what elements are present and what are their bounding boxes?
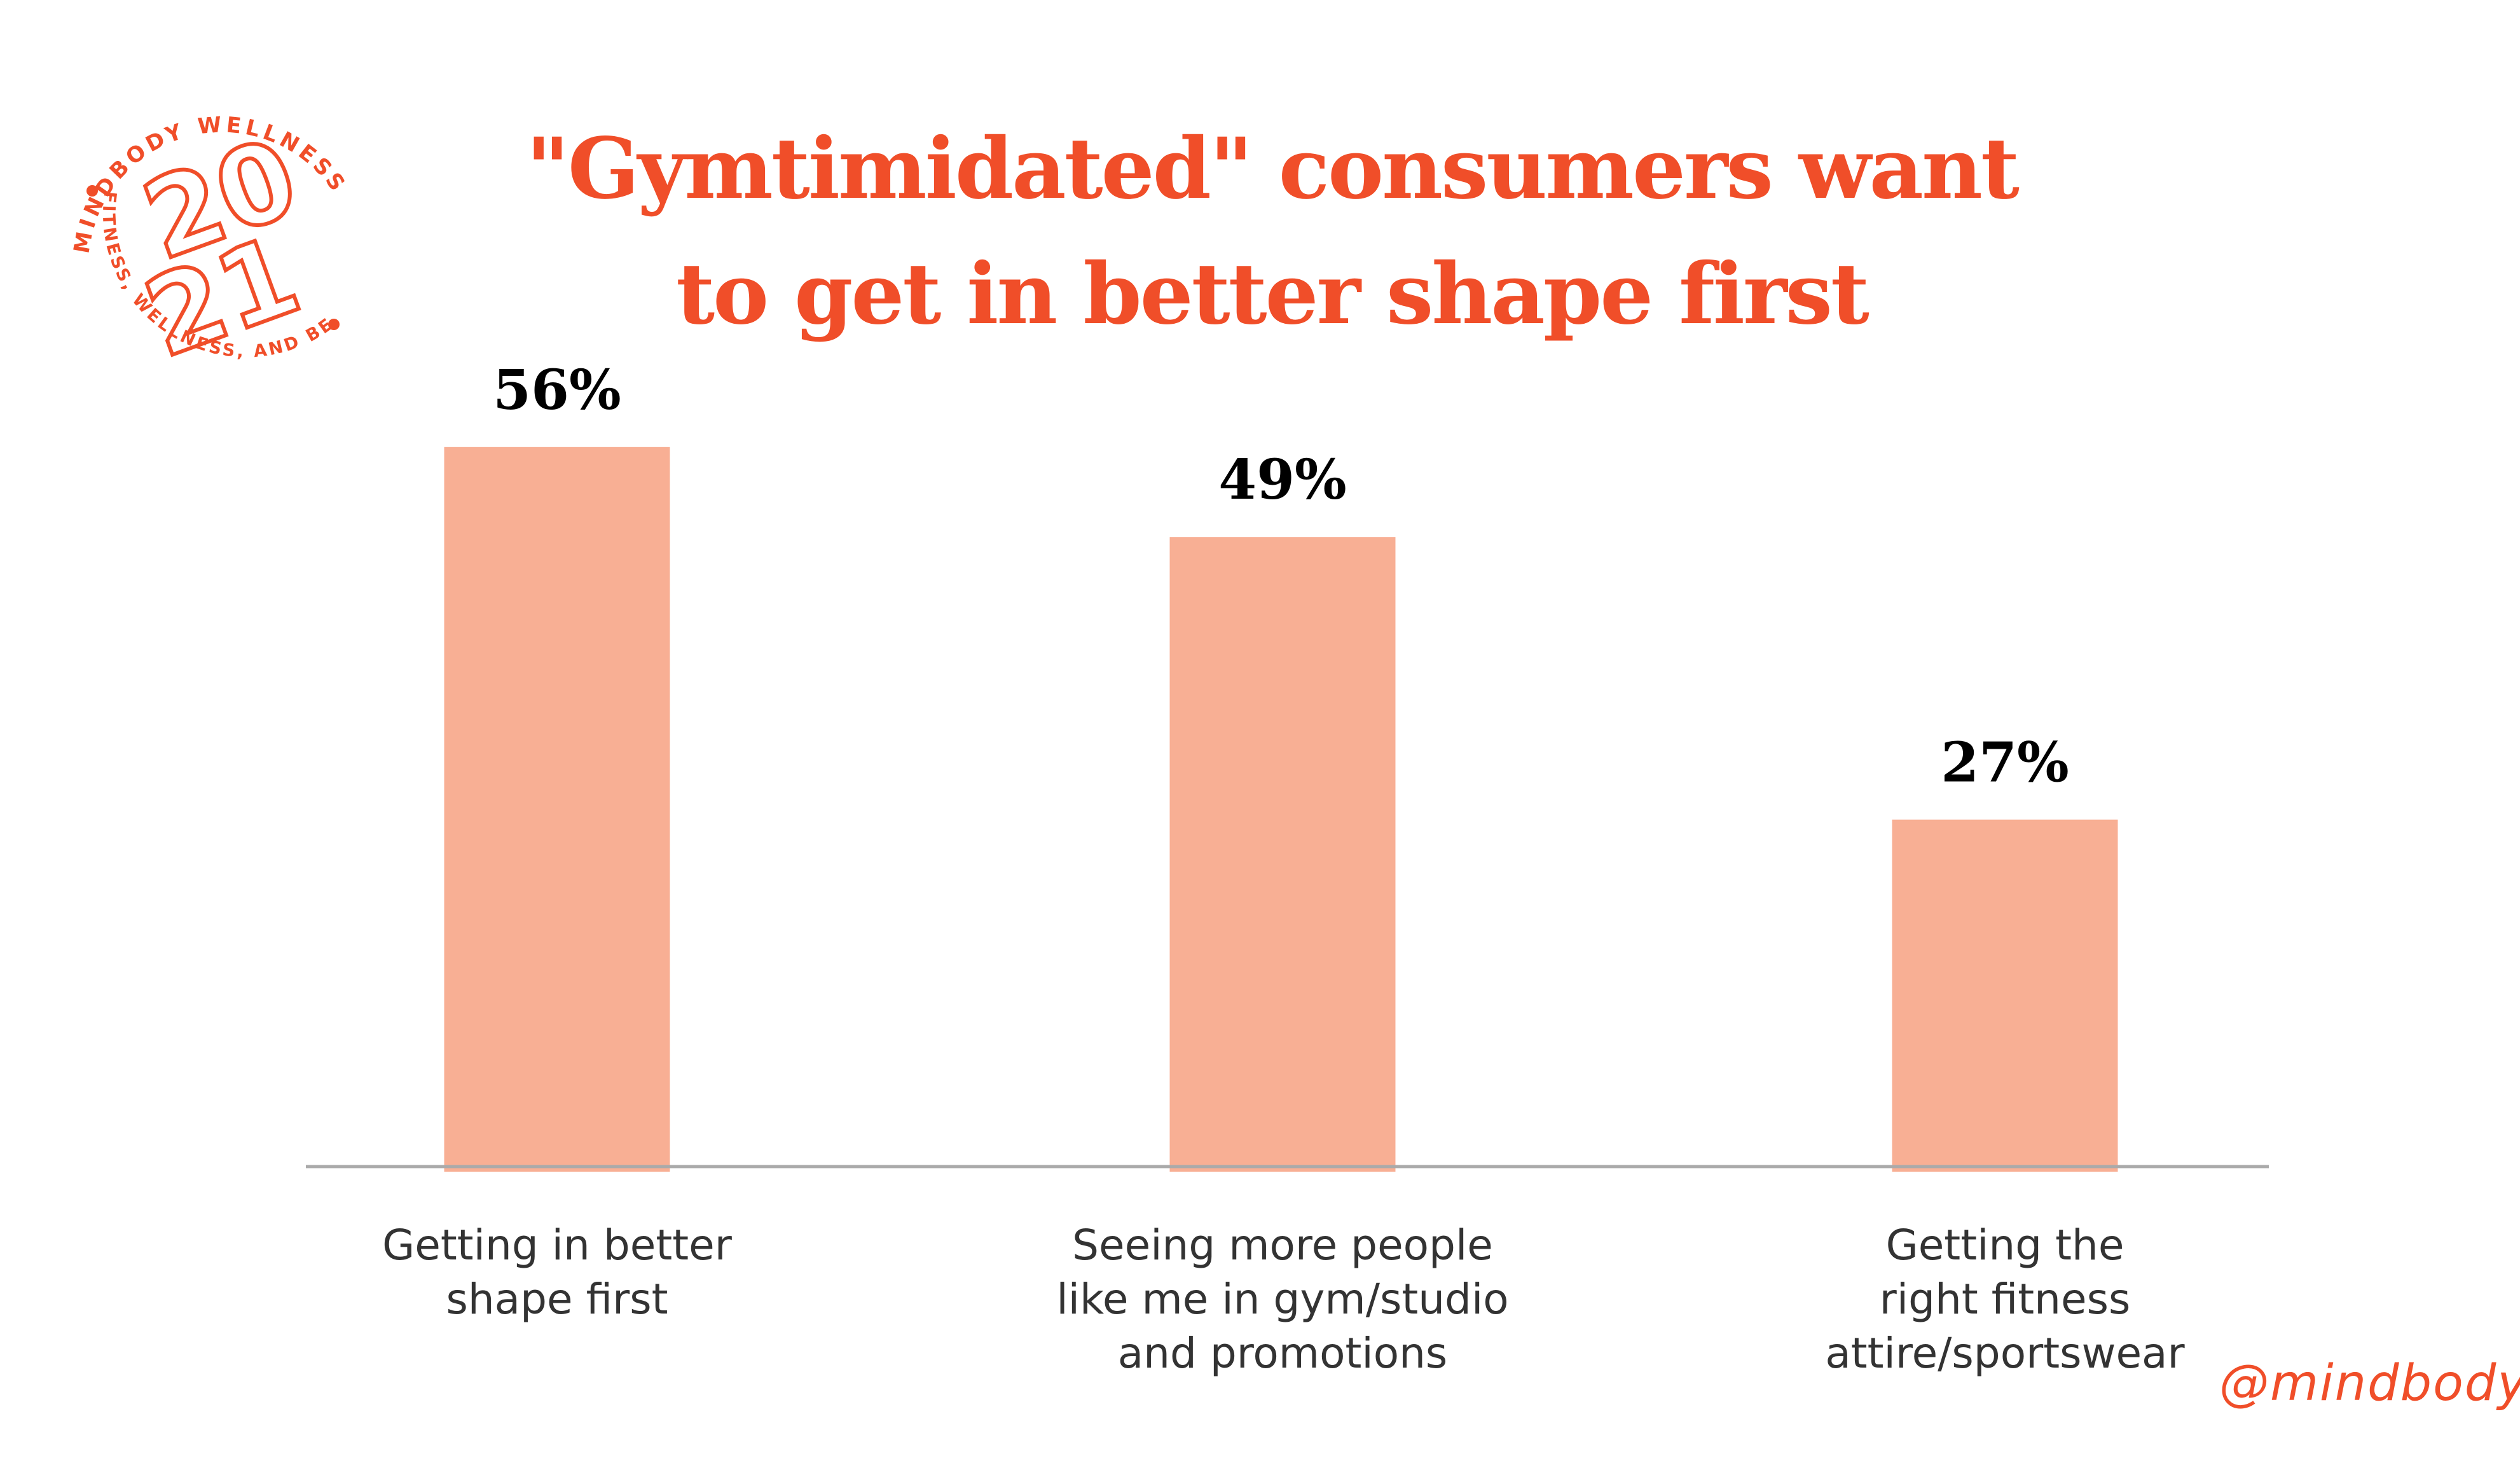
category-label-line: Seeing more people [1072, 1221, 1493, 1270]
value-label-1: 56% [493, 358, 621, 422]
category-label-line: Getting the [1886, 1221, 2124, 1270]
category-label-1: Getting in better shape first [382, 1221, 733, 1324]
category-label-line: like me in gym/studio [1056, 1275, 1508, 1324]
category-label-line: attire/sportswear [1825, 1329, 2185, 1378]
bar-3 [1892, 819, 2118, 1172]
badge-dot-right [328, 319, 340, 330]
category-label-line: right fitness [1880, 1275, 2131, 1324]
category-label-2: Seeing more people like me in gym/studio a… [1056, 1221, 1508, 1378]
chart-title-line-1: "Gymtimidated" consumers want [526, 120, 2020, 218]
category-label-line: Getting in better [382, 1221, 733, 1270]
wellness-index-badge: MINDBODY WELLNESS INDEX FITNESS, WELLNES… [45, 64, 355, 384]
category-label-line: and promotions [1118, 1329, 1448, 1378]
category-label-line: shape first [446, 1275, 668, 1324]
value-label-2: 49% [1218, 448, 1346, 512]
chart-title-line-2: to get in better shape first [676, 245, 1869, 343]
mindbody-handle: @mindbody [2219, 1355, 2520, 1412]
value-label-3: 27% [1941, 731, 2069, 795]
category-label-3: Getting the right fitness attire/sportswea… [1825, 1221, 2185, 1378]
bar-1 [444, 447, 670, 1172]
bar-2 [1169, 537, 1396, 1172]
badge-dot-left [86, 185, 98, 197]
